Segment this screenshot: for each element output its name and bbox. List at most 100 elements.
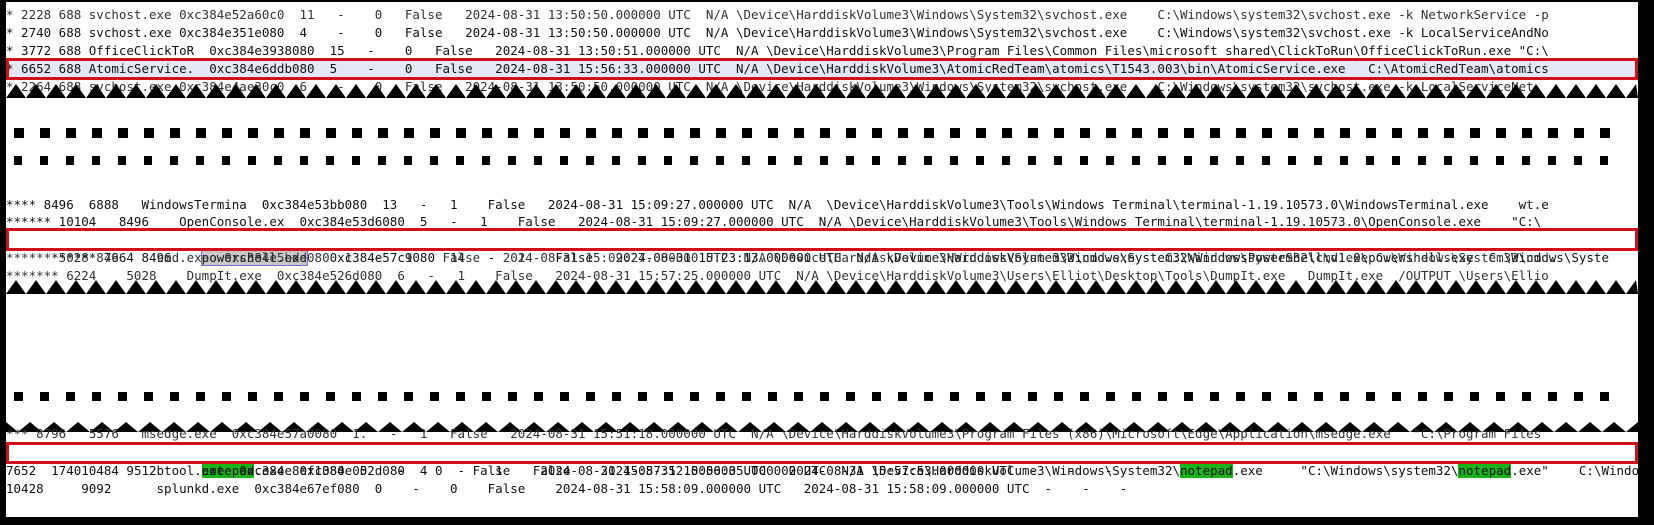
row-rest: 0xc384e57c9080 14 - 1 False 2024-08-31 1… bbox=[307, 250, 1609, 265]
torn-gap-dash bbox=[404, 128, 414, 138]
process-list-panel-3: *** 8796 5576 msedge.exe 0xc384e57a0080 … bbox=[6, 420, 1638, 517]
border-right bbox=[1638, 0, 1654, 525]
torn-gap-dash bbox=[1392, 392, 1401, 401]
torn-gap-dash bbox=[1366, 128, 1376, 138]
torn-gap-dash bbox=[1054, 128, 1064, 138]
torn-gap-dash bbox=[664, 392, 673, 401]
torn-gap-dash bbox=[274, 392, 283, 401]
torn-gap-dash bbox=[1028, 128, 1038, 138]
torn-gap-dash bbox=[274, 128, 284, 138]
torn-gap-dash bbox=[1002, 128, 1012, 138]
torn-gap-dash bbox=[118, 128, 128, 138]
torn-gap-dash bbox=[690, 128, 700, 138]
process-row-atomicservice[interactable]: * 6652 688 AtomicService. 0xc384e6ddb080… bbox=[6, 60, 1638, 78]
torn-gap-dash bbox=[1574, 392, 1583, 401]
torn-gap-dash bbox=[378, 392, 387, 401]
torn-gap-dash bbox=[534, 128, 544, 138]
torn-gap-dash bbox=[690, 156, 698, 165]
torn-gap-dash bbox=[1496, 156, 1504, 165]
process-row[interactable]: * 2228 688 svchost.exe 0xc384e52a60c0 11… bbox=[6, 7, 1549, 22]
torn-gap-dash bbox=[482, 128, 492, 138]
find-match-notepad: notepad bbox=[1458, 463, 1512, 478]
torn-gap-dash bbox=[898, 128, 908, 138]
process-row[interactable]: **** 8496 6888 WindowsTermina 0xc384e53b… bbox=[6, 197, 1549, 212]
torn-gap-dash bbox=[222, 156, 230, 165]
torn-gap-dash bbox=[1444, 392, 1453, 401]
find-match-notepad: notepad bbox=[1180, 463, 1233, 478]
torn-gap-dash bbox=[950, 128, 960, 138]
torn-gap-dash bbox=[300, 392, 309, 401]
process-row[interactable]: * 2740 688 svchost.exe 0xc384e351e080 4 … bbox=[6, 25, 1549, 40]
torn-gap-dash bbox=[1314, 156, 1322, 165]
torn-edge-shape bbox=[6, 420, 1638, 432]
torn-gap-dash bbox=[1574, 128, 1584, 138]
torn-gap-dash bbox=[1080, 392, 1089, 401]
torn-gap-dash bbox=[1288, 128, 1298, 138]
torn-gap-dash bbox=[1574, 156, 1582, 165]
torn-gap-dash bbox=[1262, 156, 1270, 165]
torn-gap-dash bbox=[222, 128, 232, 138]
process-row[interactable]: * 3772 688 OfficeClickToR 0xc384e3938080… bbox=[6, 43, 1549, 58]
torn-gap-dash bbox=[1002, 392, 1011, 401]
torn-gap-dash bbox=[14, 128, 24, 138]
torn-gap-dash bbox=[716, 156, 724, 165]
torn-gap-dash bbox=[1470, 392, 1479, 401]
process-list-panel-2: **** 8496 6888 WindowsTermina 0xc384e53b… bbox=[6, 196, 1638, 288]
torn-gap-dash bbox=[456, 128, 466, 138]
torn-gap-dash bbox=[1314, 128, 1324, 138]
torn-gap-dash bbox=[586, 128, 596, 138]
row-prefix: ****** 7664 8496 bbox=[51, 250, 202, 265]
torn-gap-dash bbox=[1184, 156, 1192, 165]
process-row-notepad[interactable]: 1740 9512 notepad.exe 0xc384e052d080 4 -… bbox=[6, 444, 1638, 478]
torn-gap-dash bbox=[1548, 128, 1558, 138]
torn-gap-dash bbox=[1522, 128, 1532, 138]
torn-gap-dash bbox=[170, 392, 179, 401]
torn-gap-dash bbox=[794, 392, 803, 401]
torn-gap-dash bbox=[196, 128, 206, 138]
torn-gap-dash bbox=[196, 156, 204, 165]
torn-gap-dash bbox=[716, 392, 725, 401]
torn-gap-dash bbox=[1470, 128, 1480, 138]
torn-gap-dash bbox=[950, 392, 959, 401]
process-row-powershell[interactable]: ****** 7664 8496 powershell.exe 0xc384e5… bbox=[6, 231, 1609, 266]
torn-gap-dash bbox=[976, 392, 985, 401]
torn-gap-dash bbox=[40, 392, 49, 401]
torn-gap-dash bbox=[222, 392, 231, 401]
process-row[interactable]: 10428 9092 splunkd.exe 0xc384e67ef080 0 … bbox=[6, 481, 1128, 496]
torn-gap-dash bbox=[1548, 392, 1557, 401]
process-row[interactable]: *** 8796 5576 msedge.exe 0xc384e57a0080 … bbox=[6, 426, 1542, 441]
process-row[interactable]: 7652 10484 btool.exe 0xc384e8ef1080 0 - … bbox=[6, 463, 1113, 478]
torn-edge-shape bbox=[6, 278, 1638, 294]
torn-gap-dash bbox=[846, 392, 855, 401]
torn-gap-dash bbox=[872, 156, 880, 165]
torn-gap-dash bbox=[1210, 128, 1220, 138]
torn-gap-dash bbox=[1444, 156, 1452, 165]
torn-gap-dash bbox=[1054, 392, 1063, 401]
torn-gap-dash bbox=[1418, 128, 1428, 138]
process-row[interactable]: ****** 10104 8496 OpenConsole.ex 0xc384e… bbox=[6, 214, 1542, 229]
torn-gap-dash bbox=[1002, 156, 1010, 165]
selected-text-powershell[interactable]: powershell.exe bbox=[200, 249, 309, 266]
torn-gap-dash bbox=[1600, 156, 1608, 165]
torn-gap-dash bbox=[1210, 392, 1219, 401]
torn-gap-dash bbox=[1054, 156, 1062, 165]
torn-gap-dash bbox=[1600, 392, 1609, 401]
torn-gap-dash bbox=[976, 156, 984, 165]
border-bottom bbox=[0, 517, 1654, 525]
torn-gap-dash bbox=[352, 392, 361, 401]
torn-gap-dash bbox=[1236, 392, 1245, 401]
torn-gap-dash bbox=[118, 392, 127, 401]
torn-gap-dash bbox=[1028, 392, 1037, 401]
torn-gap-dash bbox=[456, 156, 464, 165]
torn-gap-dash bbox=[1210, 156, 1218, 165]
torn-gap-dash bbox=[690, 392, 699, 401]
torn-gap-dash bbox=[1132, 128, 1142, 138]
process-row[interactable]: ****** 5028 8496 cmd.exe 0xc384e5bdd080 … bbox=[6, 250, 1557, 265]
torn-gap-dash bbox=[1340, 392, 1349, 401]
torn-gap-dash bbox=[1496, 128, 1506, 138]
row-prefix: 1740 9512 bbox=[51, 463, 202, 478]
border-left bbox=[0, 0, 6, 525]
torn-gap-dash bbox=[742, 128, 752, 138]
process-row[interactable]: ******* 6224 5028 DumpIt.exe 0xc384e526d… bbox=[6, 268, 1549, 283]
torn-gap-dash bbox=[66, 128, 76, 138]
